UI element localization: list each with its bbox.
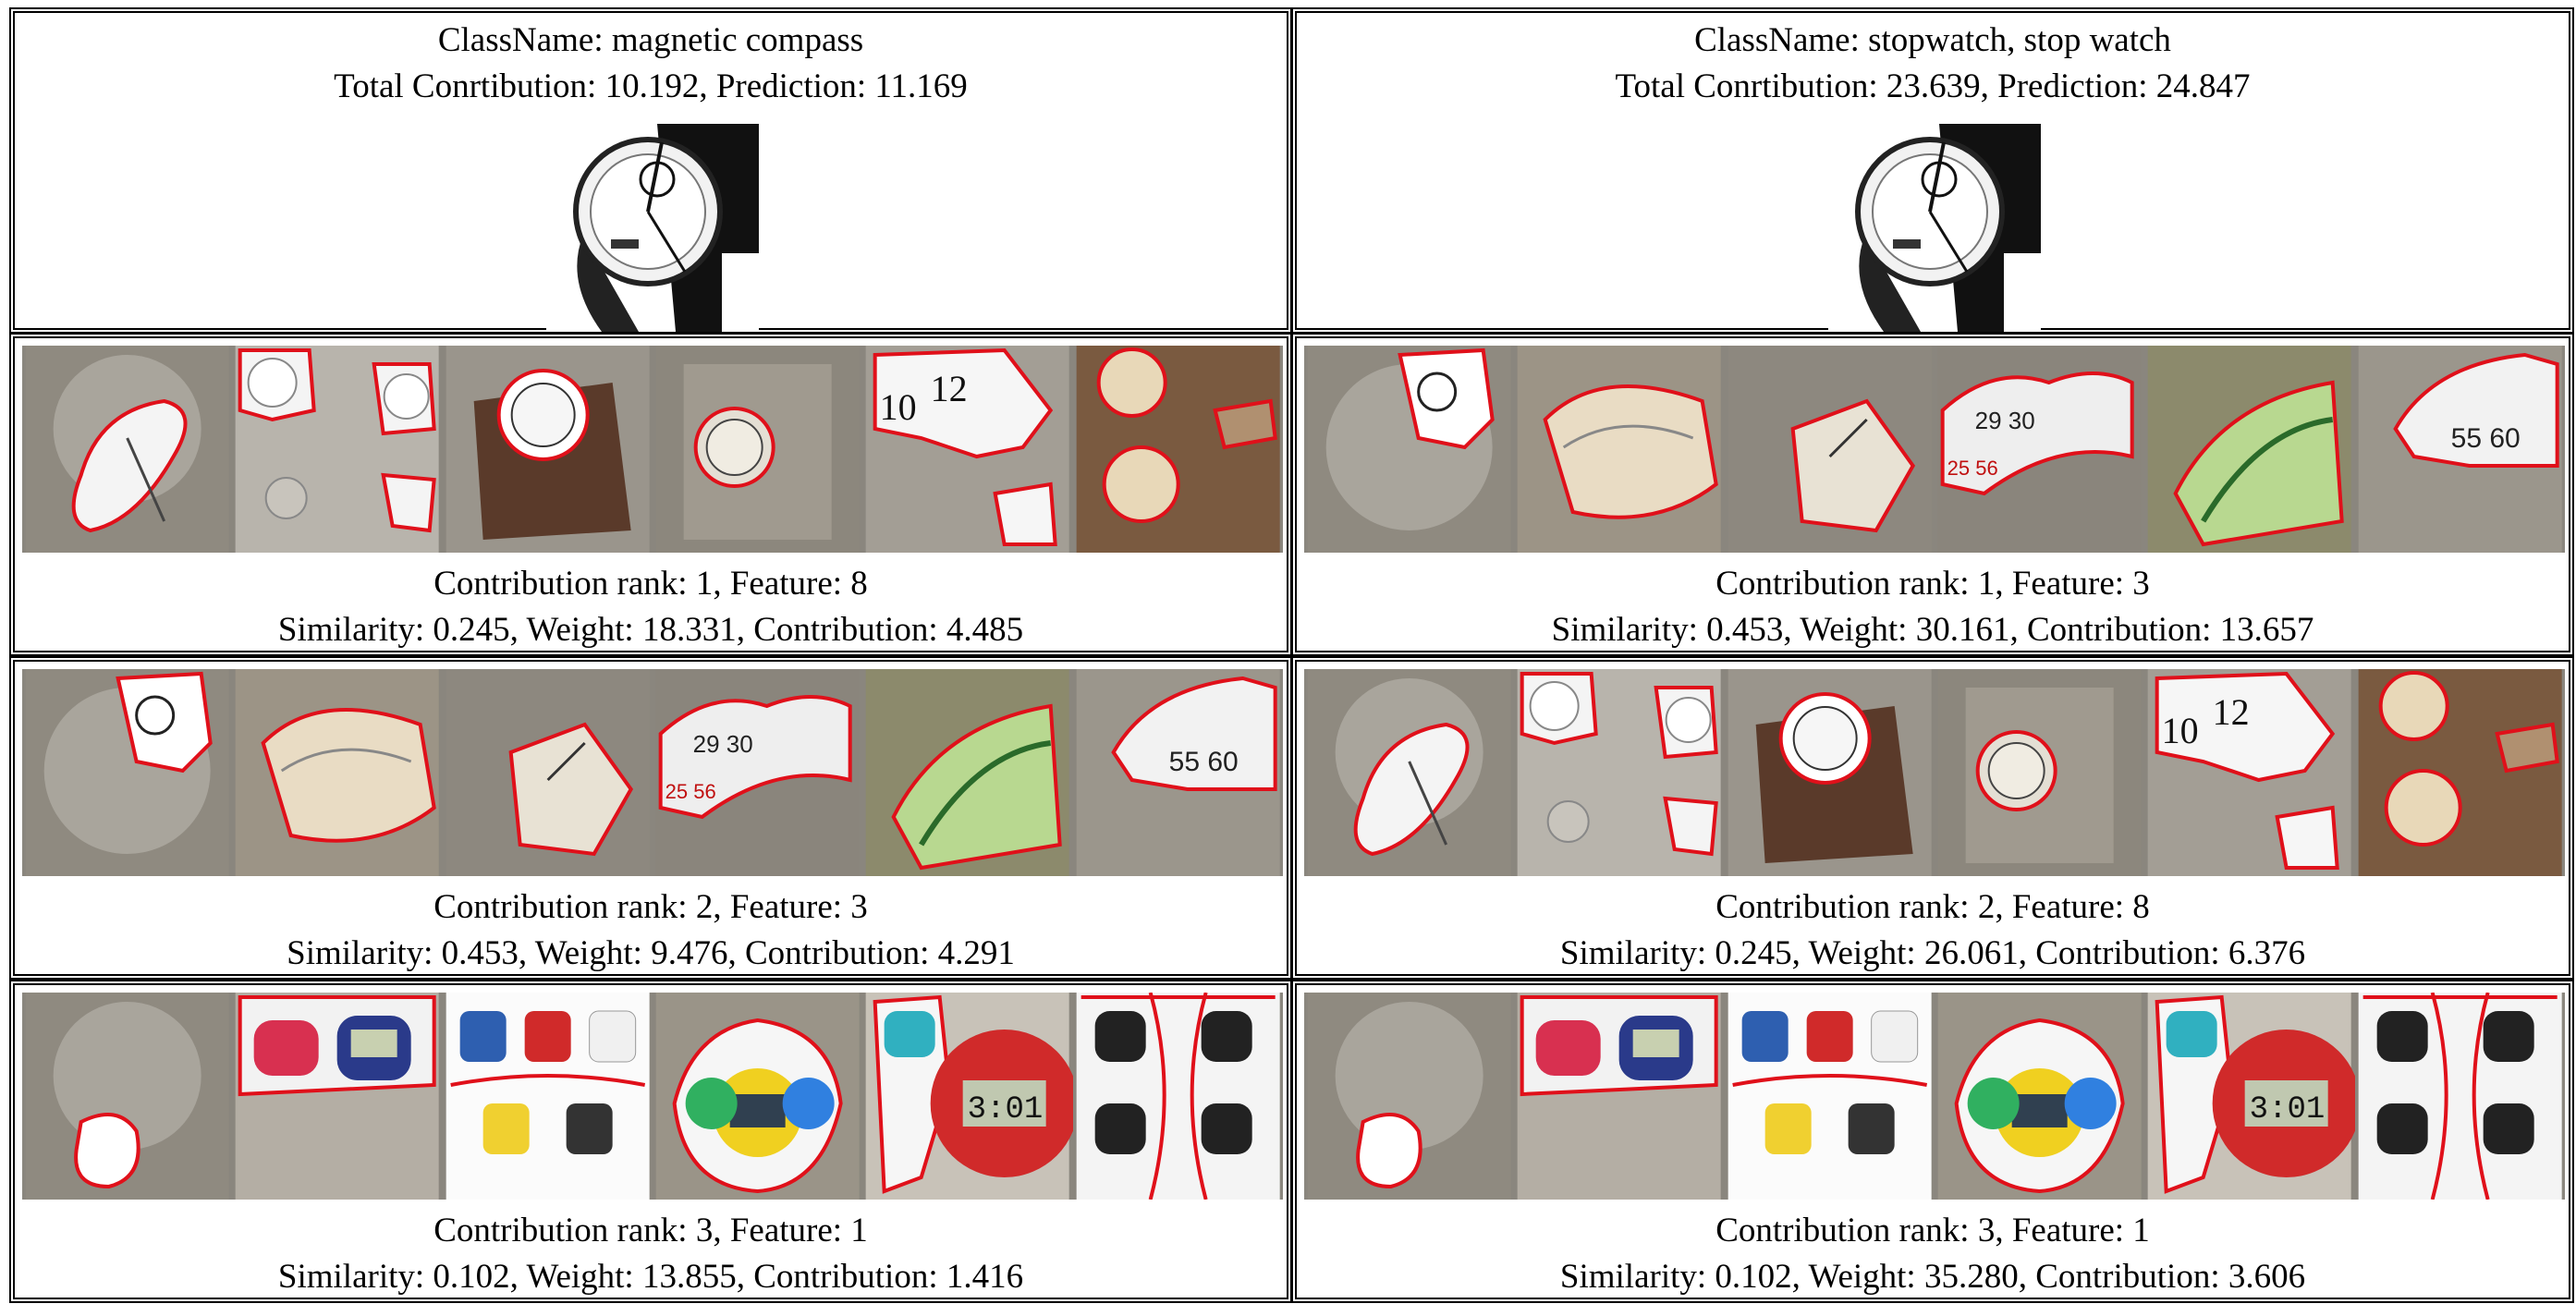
prototype-tile-colorful-stopwatches xyxy=(652,993,863,1200)
prototype-image-strip: 12 10 xyxy=(1304,669,2565,876)
prototype-image-strip: 3:01 xyxy=(22,993,1283,1200)
prototype-tile-compass-grid xyxy=(232,346,443,553)
prototype-tile-pocket-watches xyxy=(1072,346,1283,553)
prototype-tile-query xyxy=(1304,346,1515,553)
svg-text:25 56: 25 56 xyxy=(665,780,716,803)
contribution-rank-label: Contribution rank: 1, Feature: 3 xyxy=(1715,565,2150,603)
prototype-tile-silver-stopwatch: 55 60 xyxy=(2354,346,2565,553)
prototype-tile-red-digital-stopwatch: 3:01 xyxy=(862,993,1073,1200)
prototype-tile-digital-stopwatch-pair xyxy=(1514,993,1725,1200)
contribution-rank-label: Contribution rank: 2, Feature: 3 xyxy=(433,888,868,926)
column-stopwatch: ClassName: stopwatch, stop watch Total C… xyxy=(1291,7,2574,1309)
prototype-tile-wall-clock xyxy=(1934,669,2145,876)
class-name-label: ClassName: stopwatch, stop watch xyxy=(1694,21,2171,59)
prototype-tile-query xyxy=(22,669,233,876)
prototype-tile-query xyxy=(22,993,233,1200)
class-name-label: ClassName: magnetic compass xyxy=(437,21,864,59)
prototype-tile-green-dial xyxy=(862,669,1073,876)
prototype-tile-stopwatch-scale: 29 30 25 56 xyxy=(1934,346,2145,553)
feature-panel-rank-3: 3:01 Contribution rank: 3, Feature: 1 Si… xyxy=(1291,980,2574,1303)
prototype-image-strip: 3:01 xyxy=(1304,993,2565,1200)
svg-text:3:01: 3:01 xyxy=(968,1092,1044,1127)
contribution-rank-label: Contribution rank: 2, Feature: 8 xyxy=(1715,888,2150,926)
prototype-tile-desk-clock xyxy=(1724,669,1935,876)
total-contribution-label: Total Conrtibution: 23.639, Prediction: … xyxy=(1615,67,2251,105)
prototype-tile-colorful-stopwatches xyxy=(1934,993,2145,1200)
prototype-tile-stopwatch-dial xyxy=(1514,346,1725,553)
svg-text:3:01: 3:01 xyxy=(2250,1092,2326,1127)
similarity-weight-label: Similarity: 0.245, Weight: 26.061, Contr… xyxy=(1559,934,2306,972)
contribution-rank-label: Contribution rank: 1, Feature: 8 xyxy=(433,565,868,603)
similarity-weight-label: Similarity: 0.453, Weight: 9.476, Contri… xyxy=(287,934,1015,972)
prototype-tile-black-digital-stopwatches xyxy=(1072,993,1283,1200)
prototype-tile-stopwatch-scale: 29 30 25 56 xyxy=(652,669,863,876)
similarity-weight-label: Similarity: 0.245, Weight: 18.331, Contr… xyxy=(277,611,1024,649)
prototype-tile-desk-clock xyxy=(442,346,653,553)
prototype-tile-wall-clock xyxy=(652,346,863,553)
svg-text:10: 10 xyxy=(880,386,917,428)
prototype-tile-stopwatch-closeup xyxy=(1724,346,1935,553)
similarity-weight-label: Similarity: 0.102, Weight: 35.280, Contr… xyxy=(1559,1258,2306,1296)
class-header-panel: ClassName: stopwatch, stop watch Total C… xyxy=(1291,7,2574,334)
svg-text:25 56: 25 56 xyxy=(1947,457,1998,480)
prototype-tile-query xyxy=(1304,669,1515,876)
prototype-tile-digital-stopwatch-set xyxy=(442,993,653,1200)
svg-text:12: 12 xyxy=(931,368,968,409)
svg-text:29 30: 29 30 xyxy=(1975,407,2035,434)
prototype-tile-digital-stopwatch-pair xyxy=(232,993,443,1200)
svg-text:55 60: 55 60 xyxy=(1168,747,1238,777)
similarity-weight-label: Similarity: 0.102, Weight: 13.855, Contr… xyxy=(277,1258,1024,1296)
prototype-tile-red-digital-stopwatch: 3:01 xyxy=(2144,993,2355,1200)
prototype-tile-digital-stopwatch-set xyxy=(1724,993,1935,1200)
prototype-tile-green-dial xyxy=(2144,346,2355,553)
prototype-tile-query xyxy=(22,346,233,553)
prototype-tile-query xyxy=(1304,993,1515,1200)
feature-panel-rank-2: 29 30 25 56 55 60 Contribution rank: 2, F… xyxy=(9,656,1292,980)
prototype-image-strip: 29 30 25 56 55 60 xyxy=(22,669,1283,876)
svg-text:55 60: 55 60 xyxy=(2450,423,2520,454)
svg-text:10: 10 xyxy=(2162,710,2199,751)
prototype-tile-stopwatch-closeup xyxy=(442,669,653,876)
prototype-tile-rolex-dial: 12 10 xyxy=(862,346,1073,553)
svg-text:12: 12 xyxy=(2213,691,2250,733)
contribution-rank-label: Contribution rank: 3, Feature: 1 xyxy=(433,1212,868,1249)
query-stopwatch-image xyxy=(546,124,759,332)
total-contribution-label: Total Conrtibution: 10.192, Prediction: … xyxy=(334,67,968,105)
prototype-tile-black-digital-stopwatches xyxy=(2354,993,2565,1200)
feature-panel-rank-3: 3:01 Contribution rank: 3, Feature: 1 Si… xyxy=(9,980,1292,1303)
query-stopwatch-image xyxy=(1828,124,2041,332)
prototype-tile-pocket-watches xyxy=(2354,669,2565,876)
prototype-image-strip: 12 10 xyxy=(22,346,1283,553)
feature-panel-rank-1: 29 30 25 56 55 60 Contribution rank: 1, F… xyxy=(1291,333,2574,656)
feature-panel-rank-1: 12 10 Contribution rank: 1, Feature: 8 Si… xyxy=(9,333,1292,656)
svg-text:29 30: 29 30 xyxy=(693,730,753,758)
prototype-image-strip: 29 30 25 56 55 60 xyxy=(1304,346,2565,553)
prototype-tile-rolex-dial: 12 10 xyxy=(2144,669,2355,876)
similarity-weight-label: Similarity: 0.453, Weight: 30.161, Contr… xyxy=(1551,611,2314,649)
prototype-tile-silver-stopwatch: 55 60 xyxy=(1072,669,1283,876)
prototype-tile-compass-grid xyxy=(1514,669,1725,876)
prototype-tile-stopwatch-dial xyxy=(232,669,443,876)
column-magnetic-compass: ClassName: magnetic compass Total Conrti… xyxy=(9,7,1292,1309)
contribution-rank-label: Contribution rank: 3, Feature: 1 xyxy=(1715,1212,2150,1249)
class-header-panel: ClassName: magnetic compass Total Conrti… xyxy=(9,7,1292,334)
feature-panel-rank-2: 12 10 Contribution rank: 2, Feature: 8 Si… xyxy=(1291,656,2574,980)
